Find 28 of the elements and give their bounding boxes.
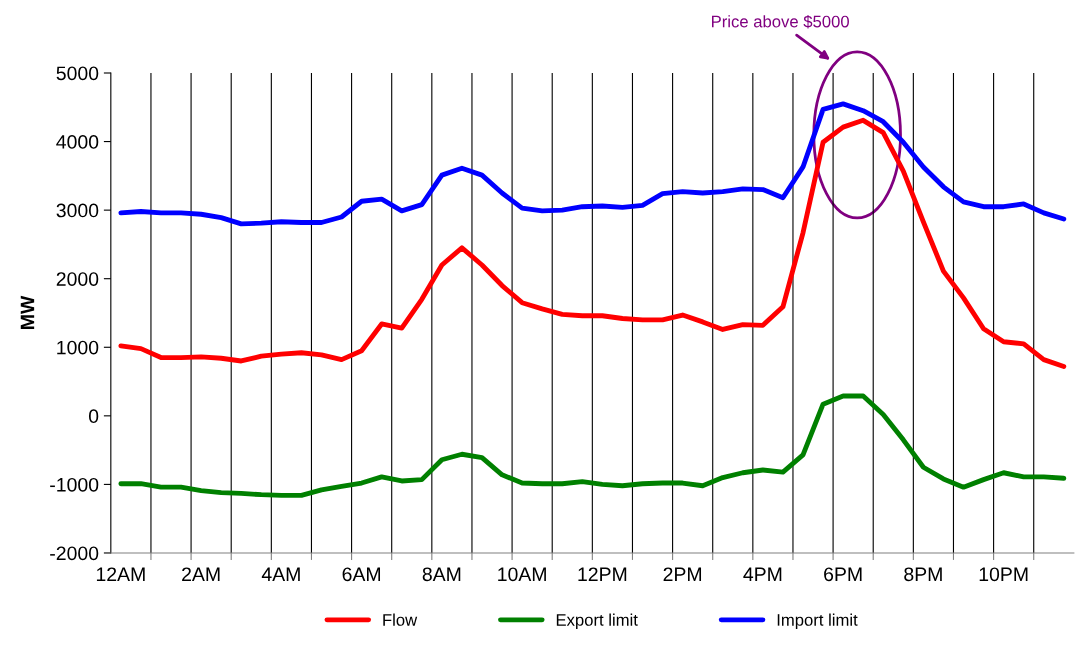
line-series [118,117,1067,369]
y-tick-label: 2000 [56,272,99,286]
y-tick-label: 0 [88,409,99,424]
y-tick-label: 1000 [57,340,99,355]
y-tick-label: -2000 [50,546,99,561]
x-tick-label: 4AM [261,567,300,581]
x-tick-label: 12AM [96,567,145,581]
x-tick-label: 2AM [182,567,220,581]
x-tick-label: 8AM [422,567,461,582]
x-tick-label: 6PM [824,567,862,582]
legend-label: Flow [383,613,418,626]
y-tick-label: 3000 [56,203,99,218]
y-tick-label: -1000 [50,477,99,492]
x-tick-label: 6AM [342,567,381,582]
line-series [118,101,1067,227]
y-axis-title: MW [20,295,35,329]
x-tick-label: 12PM [578,567,627,581]
x-tick-label: 2PM [663,567,702,581]
x-tick-label: 10PM [979,567,1028,582]
line-series [118,393,1067,498]
x-tick-label: 10AM [498,567,546,582]
y-tick-label: 5000 [56,66,99,81]
y-tick-label: 4000 [56,135,99,149]
legend-label: Import limit [777,613,858,630]
legend-label: Export limit [556,613,638,630]
x-tick-label: 4PM [743,567,782,581]
text: Price above $5000 [712,14,849,29]
x-tick-label: 8PM [904,567,942,582]
